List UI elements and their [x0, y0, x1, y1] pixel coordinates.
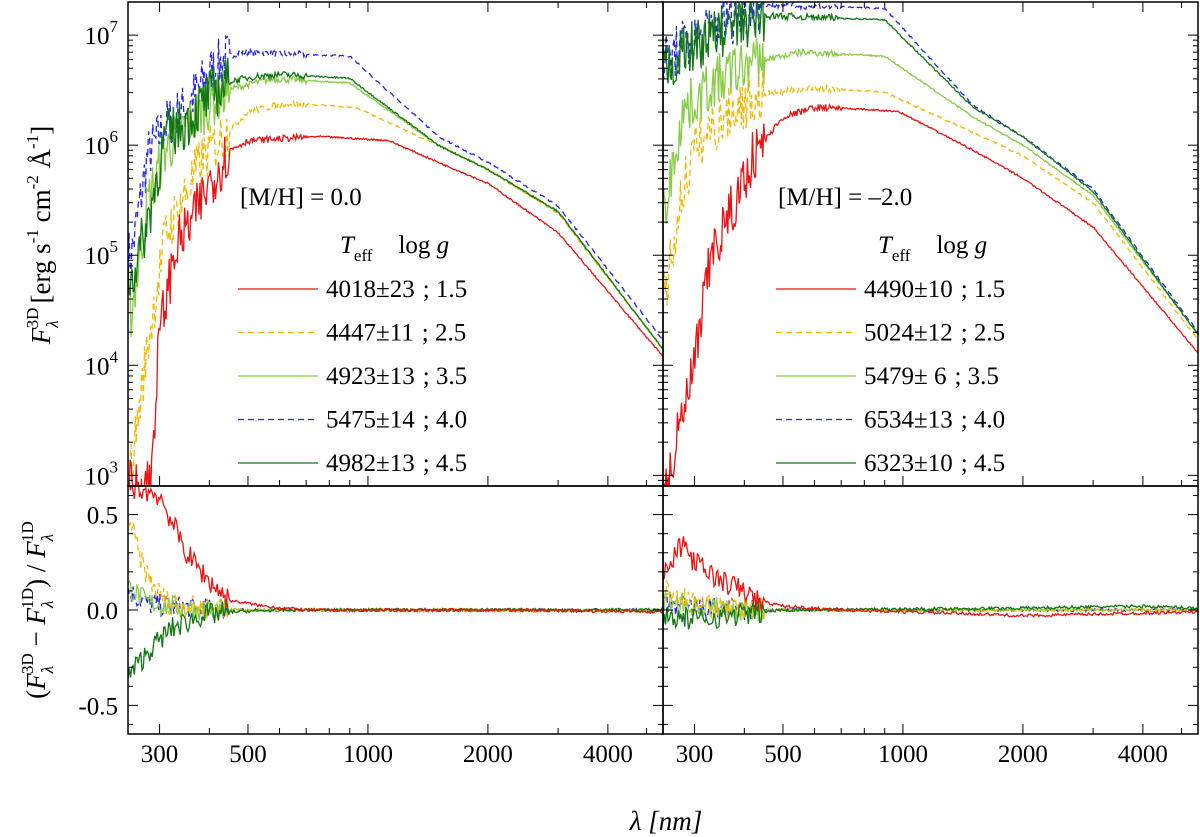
legend-header: Teff log g	[878, 232, 987, 265]
flux-line-mh-2-series-5	[663, 2, 1198, 335]
x-tick-label: 500	[229, 741, 267, 768]
x-tick-label: 1000	[878, 741, 928, 768]
y-tick-label: 105	[85, 237, 119, 270]
legend-entry-3: 5479± 6; 3.5	[864, 363, 999, 390]
legend-entry-2: 5024±12; 2.5	[864, 320, 1005, 347]
y-axis-label-top: Fλ3D[erg s-1 cm-2 Å-1]	[23, 126, 62, 345]
legend-title-2: [M/H] = –2.0	[778, 184, 912, 211]
legend-entry-1: 4490±10; 1.5	[864, 276, 1005, 303]
ratio-line-mh-2-series-5	[663, 601, 1198, 630]
y-tick-label: 0.5	[87, 503, 118, 530]
flux-line-mh-2-series-2	[663, 71, 1198, 341]
legend-title-1: [M/H] = 0.0	[240, 184, 362, 211]
legend-entry-5: 6323±10; 4.5	[864, 450, 1005, 477]
legend-header: Teff log g	[340, 232, 449, 265]
x-tick-label: 2000	[998, 741, 1048, 768]
y-tick-label: 106	[85, 127, 119, 160]
legend-entry-1: 4018±23; 1.5	[326, 276, 467, 303]
y-tick-label: 103	[85, 457, 119, 490]
legend-entry-5: 4982±13; 4.5	[326, 450, 467, 477]
ratio-line-mh0-series-1	[129, 486, 663, 615]
flux-line-mh0-series-1	[128, 131, 663, 486]
y-tick-label: 0.0	[87, 598, 118, 625]
legend-entry-4: 5475±14; 4.0	[326, 407, 467, 434]
x-tick-label: 300	[676, 741, 714, 768]
y-tick-label: 107	[85, 17, 119, 50]
x-tick-label: 2000	[463, 741, 513, 768]
flux-line-mh-2-series-3	[663, 37, 1198, 336]
y-axis-label-bottom: (Fλ3D − Fλ1D) / Fλ1D	[18, 521, 57, 699]
ratio-line-mh-2-series-1	[663, 536, 1198, 618]
ratio-line-mh-2-series-2	[663, 579, 1198, 622]
x-tick-label: 4000	[1118, 741, 1168, 768]
x-tick-label: 300	[141, 741, 179, 768]
legend-entry-2: 4447±11; 2.5	[326, 320, 466, 347]
legend-entry-3: 4923±13; 3.5	[326, 363, 467, 390]
x-tick-label: 500	[764, 741, 802, 768]
x-axis-label: λ [nm]	[629, 806, 702, 836]
ratio-line-mh-2-series-3	[663, 589, 1198, 622]
svg-text:Fλ3D[erg s-1 cm-2 Å-1]: Fλ3D[erg s-1 cm-2 Å-1]	[23, 126, 62, 345]
x-tick-label: 4000	[583, 741, 633, 768]
x-tick-label: 1000	[343, 741, 393, 768]
svg-text:(Fλ3D − Fλ1D) / Fλ1D: (Fλ3D − Fλ1D) / Fλ1D	[18, 521, 57, 699]
flux-line-mh-2-series-1	[663, 102, 1198, 486]
legend-entry-4: 6534±13; 4.0	[864, 407, 1005, 434]
y-tick-label: -0.5	[78, 693, 118, 720]
flux-line-mh0-series-2	[128, 99, 663, 486]
y-tick-label: 104	[85, 347, 119, 380]
flux-line-mh0-series-5	[128, 57, 663, 350]
ratio-line-mh0-series-5	[128, 601, 663, 679]
